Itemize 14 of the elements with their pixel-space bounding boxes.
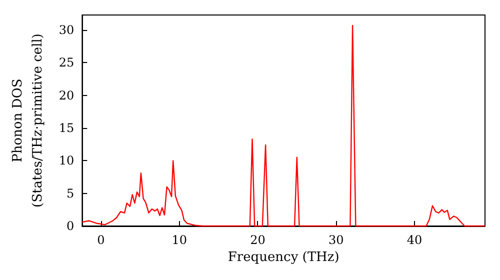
- x-tick-label: 40: [406, 233, 422, 247]
- y-tick-label: 0: [66, 219, 74, 233]
- y-tick-label: 5: [66, 186, 74, 200]
- y-axis-title: Phonon DOS (States/THz·primitive cell): [10, 33, 46, 208]
- y-tick-label: 30: [58, 23, 74, 38]
- x-tick-label: 30: [328, 233, 344, 247]
- y-tick-label: 20: [58, 88, 74, 102]
- x-axis-title: Frequency (THz): [228, 250, 340, 265]
- x-tick-label: 20: [250, 233, 266, 247]
- x-tick-label: 0: [97, 233, 105, 247]
- y-tick-label: 25: [58, 56, 74, 70]
- x-tick-label: 10: [172, 233, 187, 247]
- y-tick-label: 10: [58, 154, 74, 168]
- y-tick-label: 15: [58, 121, 74, 136]
